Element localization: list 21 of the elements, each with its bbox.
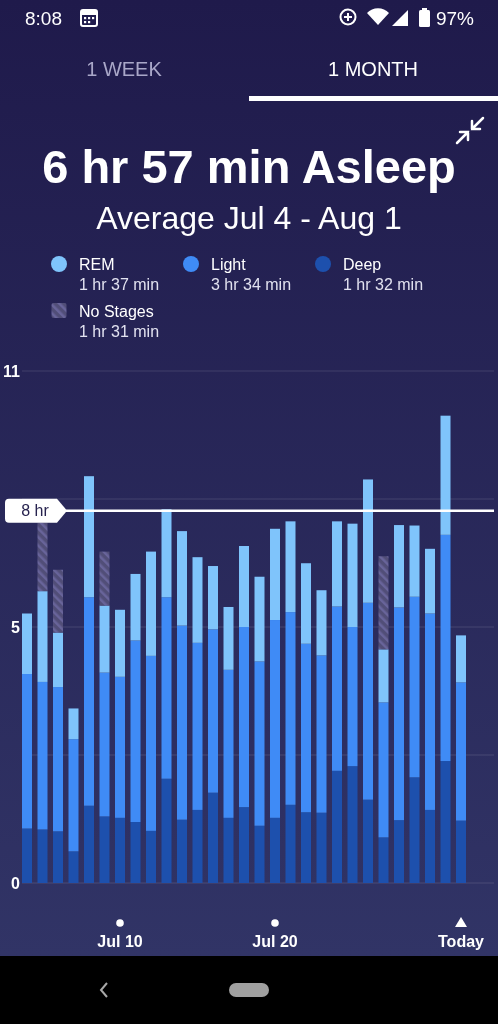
y-tick-label: 0 xyxy=(11,874,21,892)
chart-subtitle: Average Jul 4 - Aug 1 xyxy=(96,200,402,236)
x-tick-label: Jul 10 xyxy=(97,933,143,951)
ref-line-label: 8 hr xyxy=(21,502,50,520)
text: 8:08 xyxy=(25,8,62,29)
chart-title: 6 hr 57 min Asleep xyxy=(42,140,456,193)
x-tick-label: Jul 20 xyxy=(252,933,298,951)
legend-label: Deep xyxy=(343,256,382,273)
x-tick-label: Today xyxy=(438,933,485,951)
text: 1 hr 31 min xyxy=(79,323,160,340)
text: 1 MONTH xyxy=(328,58,418,80)
text: 1 WEEK xyxy=(86,58,163,80)
y-tick-label: 11 xyxy=(3,362,21,380)
text: 1 hr 37 min xyxy=(79,276,160,293)
legend-label: Light xyxy=(211,256,247,273)
legend-label: No Stages xyxy=(79,303,154,320)
legend-label: REM xyxy=(79,256,115,273)
text: 97% xyxy=(435,8,475,29)
y-tick-label: 5 xyxy=(11,618,21,636)
text: 3 hr 34 min xyxy=(211,276,292,293)
text: 1 hr 32 min xyxy=(343,276,424,293)
